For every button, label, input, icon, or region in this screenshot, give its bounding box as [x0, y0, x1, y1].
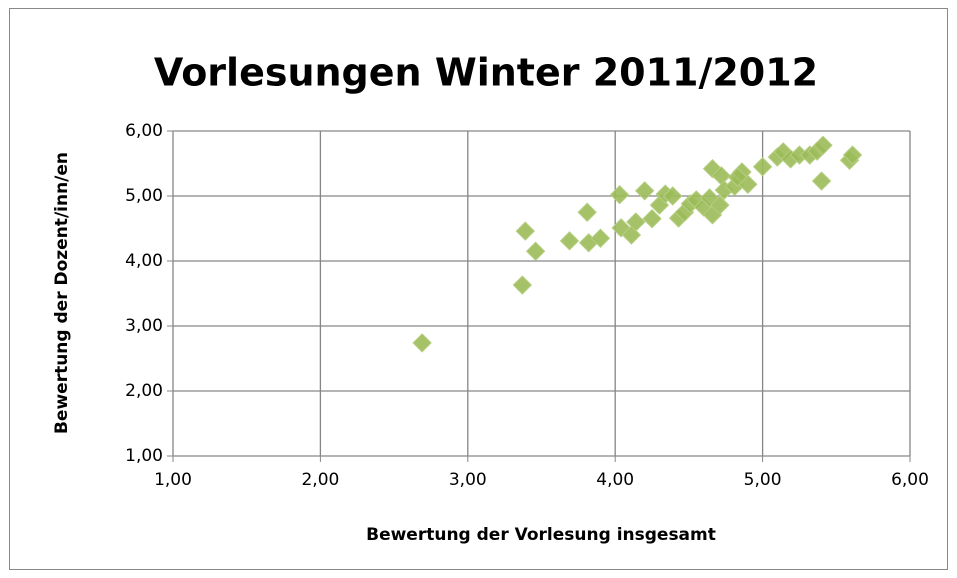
scatter-point: [515, 221, 535, 241]
scatter-point: [662, 186, 683, 206]
scatter-point: [412, 333, 432, 353]
scatter-point: [752, 157, 773, 177]
x-tick-label: 1,00: [154, 470, 192, 490]
x-tick-label: 5,00: [744, 470, 782, 490]
x-tick-label: 4,00: [596, 470, 634, 490]
scatter-point: [609, 184, 630, 205]
scatter-point: [811, 171, 832, 191]
chart-frame: [9, 8, 948, 570]
x-tick-label: 3,00: [449, 470, 487, 490]
scatter-point: [813, 135, 833, 156]
scatter-point: [577, 202, 597, 222]
x-tick-label: 2,00: [301, 470, 339, 490]
chart-title: Vorlesungen Winter 2011/2012: [154, 51, 818, 95]
scatter-point: [634, 181, 655, 201]
x-tick-label: 6,00: [891, 470, 929, 490]
y-tick-label: 2,00: [125, 381, 163, 401]
scatter-point: [512, 275, 533, 295]
scatter-point: [626, 212, 646, 232]
scatter-point: [590, 228, 611, 248]
scatter-point: [727, 167, 748, 187]
y-tick-label: 3,00: [125, 316, 163, 336]
y-tick-label: 4,00: [125, 251, 163, 271]
scatter-point: [525, 241, 546, 261]
scatter-point: [559, 231, 580, 251]
scatter-point: [710, 195, 730, 215]
y-tick-label: 5,00: [125, 186, 163, 206]
scatter-point: [642, 209, 662, 229]
y-tick-label: 6,00: [125, 121, 163, 141]
scatter-point: [842, 145, 863, 165]
y-tick-label: 1,00: [125, 446, 163, 466]
y-axis-title: Bewertung der Dozent/inn/en: [52, 152, 72, 434]
x-axis-title: Bewertung der Vorlesung insgesamt: [366, 525, 716, 545]
